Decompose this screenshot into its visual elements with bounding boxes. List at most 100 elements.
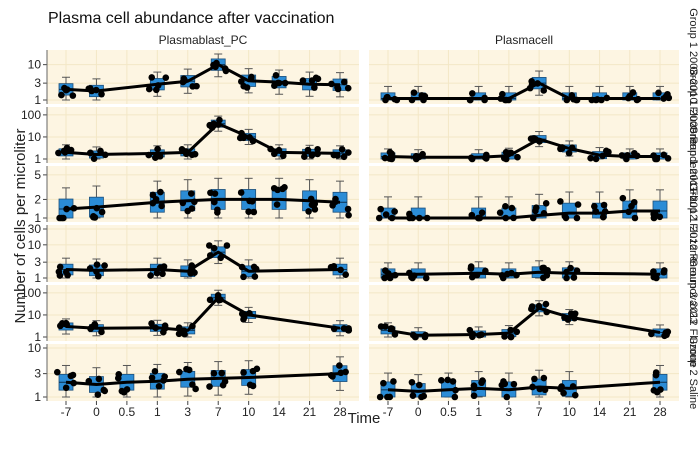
x-tick-label: 21 [623,405,637,419]
data-point [58,91,65,99]
data-point [153,269,161,277]
y-tick-label: 3 [34,367,41,381]
data-point [55,149,62,157]
data-point [478,209,486,216]
data-point [240,316,247,323]
data-point [344,84,352,92]
data-point [539,264,546,272]
data-point [97,147,104,155]
data-point [345,211,352,219]
data-point [101,262,108,269]
data-point [273,201,281,208]
data-point [56,263,64,271]
facet-panel [369,50,679,104]
x-tick-label: 14 [272,405,286,419]
data-point [470,392,478,400]
data-point [444,376,452,384]
data-point [253,365,261,373]
data-point [468,90,476,97]
data-point [272,72,280,79]
data-point [409,392,417,399]
data-point [628,202,635,210]
median-trend-line [388,209,660,220]
data-point [61,149,69,156]
data-point [148,320,155,327]
data-point [342,271,349,278]
data-point [528,305,535,313]
data-point [662,93,670,100]
data-point [344,205,352,213]
median-trend-line [65,296,341,332]
facet-panel [46,285,359,341]
y-tick-label: 1 [34,271,41,285]
data-point [223,242,231,249]
data-point [98,208,106,216]
y-tick-label: 10 [28,58,42,72]
row-strip-label: Group 1 2008-2010 Fluzone [687,8,699,146]
data-point [206,383,213,390]
data-point [271,82,278,89]
data-point [181,330,188,338]
median-trend-line [65,372,341,386]
data-point [587,154,594,162]
data-point [210,369,218,377]
data-point [98,328,105,336]
data-point [382,267,389,274]
row-strip-label: Group 1 2012 Pneumovax23 [687,183,699,324]
median-trend-line [388,270,661,276]
data-point [93,261,101,268]
data-point [451,393,459,401]
x-tick-label: 0 [415,405,422,419]
data-point [381,154,389,162]
data-point [308,77,316,84]
data-point [660,267,668,274]
data-point [532,204,540,212]
facet-panel [369,225,679,282]
data-point [500,378,507,385]
y-tick-label: 1 [34,93,41,107]
data-point [250,263,258,271]
data-point [499,90,506,98]
row-strip-label: Group 1 2009 Pandemic Flu [687,66,699,204]
data-point [502,203,509,210]
data-point [206,296,214,304]
data-point [178,145,186,153]
data-point [243,84,251,91]
x-tick-label: 3 [506,405,513,419]
data-point [56,272,64,279]
data-point [189,83,196,90]
row-strip-label: Group 2 Saline [687,336,699,409]
data-point [305,208,312,215]
data-point [340,78,348,86]
data-point [342,368,349,376]
median-trend-line [65,250,341,273]
data-point [592,155,600,163]
y-tick-label: 10 [28,308,42,322]
data-point [420,392,428,400]
data-point [246,381,254,389]
facet-panel [46,50,359,104]
data-point [574,201,582,208]
data-point [542,199,550,207]
data-point [158,202,165,210]
data-point [664,328,672,336]
facet-panel [46,166,359,222]
row-strip-label: Group 1 2011-2012 Fluzone [687,126,699,263]
data-point [386,148,394,156]
data-point [391,208,398,215]
data-point [408,379,416,386]
data-point [338,146,346,153]
x-tick-label: 0.5 [440,405,457,419]
data-point [100,386,108,394]
x-tick-label: 28 [653,405,667,419]
data-point [336,362,343,369]
data-point [599,213,607,221]
y-tick-label: 1 [34,211,41,225]
data-point [542,300,550,308]
data-point [214,209,221,216]
data-point [301,153,308,160]
data-point [629,89,637,96]
data-point [656,213,664,221]
data-point [210,244,218,252]
data-point [502,148,510,156]
